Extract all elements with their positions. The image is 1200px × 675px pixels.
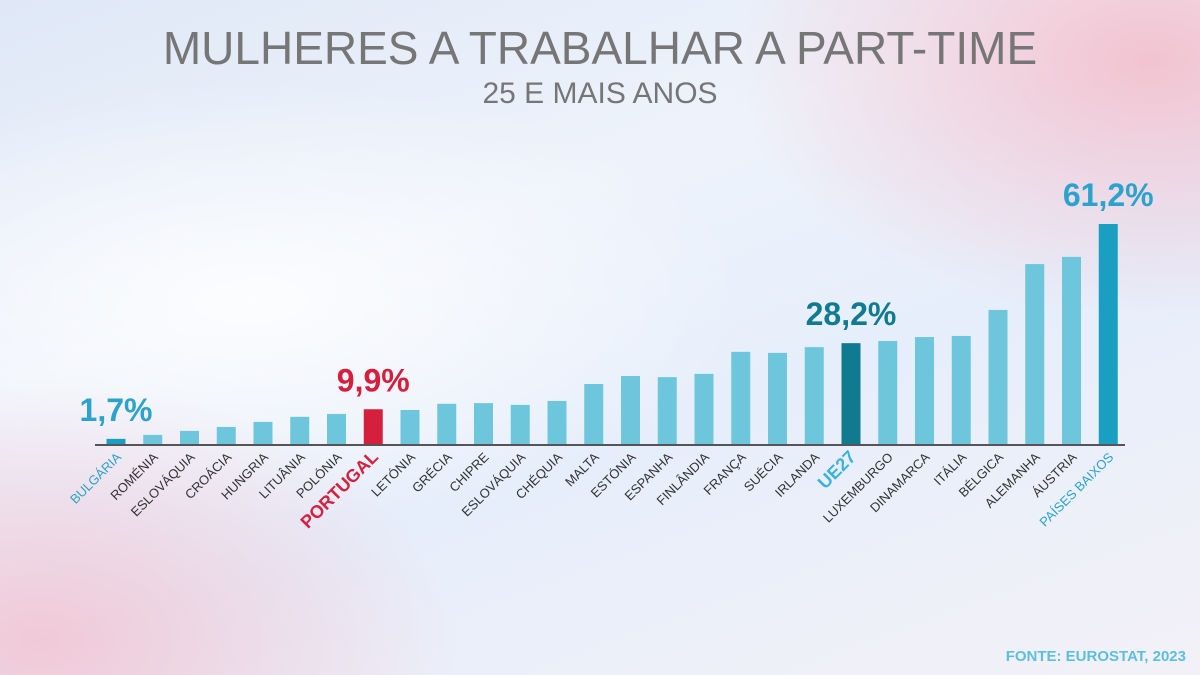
bar	[474, 403, 493, 445]
bar	[951, 335, 971, 445]
bar	[106, 438, 126, 445]
bar	[841, 343, 861, 445]
x-tick-label: GRÉCIA	[409, 449, 455, 495]
bar	[804, 347, 824, 445]
bar	[731, 351, 751, 445]
bar	[327, 413, 346, 445]
value-label: 28,2%	[806, 296, 897, 332]
bar	[363, 409, 383, 445]
x-tick-label: ESLOVÁQUIA	[128, 449, 198, 519]
bar	[768, 352, 787, 445]
value-label: 9,9%	[337, 362, 410, 398]
bar	[1025, 264, 1045, 445]
value-label: 61,2%	[1063, 177, 1154, 213]
value-label: 1,7%	[80, 392, 153, 428]
bar	[216, 426, 236, 445]
bar	[878, 341, 898, 445]
bar	[547, 400, 567, 445]
bar	[180, 430, 199, 445]
bar	[290, 416, 310, 445]
x-tick-label: ESLOVÁQUIA	[459, 449, 529, 519]
bar	[621, 376, 640, 445]
source: FONTE: EUROSTAT, 2023	[1006, 648, 1186, 665]
bar	[143, 434, 163, 445]
bar	[253, 421, 273, 445]
bar	[437, 403, 457, 445]
bar	[694, 373, 714, 445]
bar	[1062, 256, 1081, 445]
bar	[400, 409, 420, 445]
bar	[584, 383, 604, 445]
bar	[657, 377, 677, 445]
bar	[1098, 224, 1118, 445]
chart-title: MULHERES A TRABALHAR A PART-TIME	[163, 22, 1037, 74]
bar	[915, 337, 934, 445]
chart-subtitle: 25 E MAIS ANOS	[482, 77, 717, 110]
bar	[988, 309, 1008, 445]
bar	[510, 404, 530, 445]
